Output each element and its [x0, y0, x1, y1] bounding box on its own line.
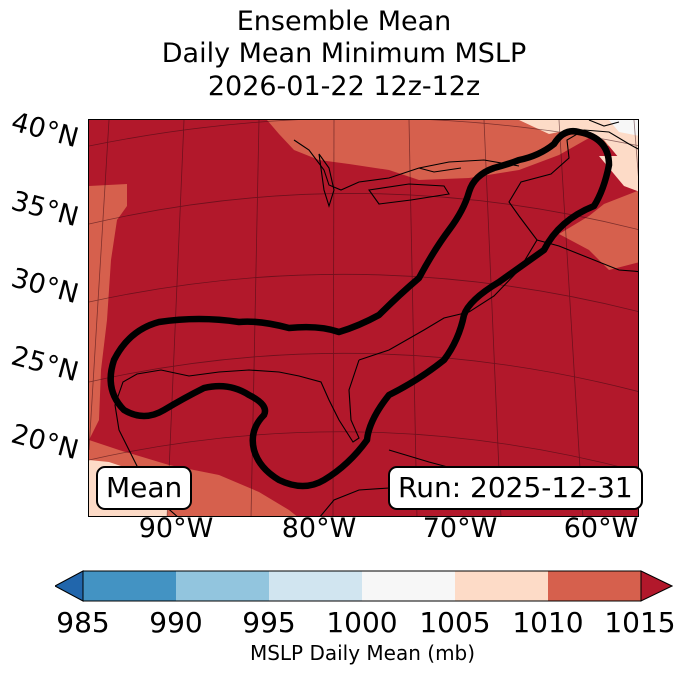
colorbar-segment-1005: [455, 571, 548, 601]
lat-label-30: 30°N: [7, 262, 82, 311]
lon-label-90w: 90°W: [138, 513, 214, 544]
title-line-3: 2026-01-22 12z-12z: [207, 71, 481, 102]
colorbar-tick-1005: 1005: [419, 606, 491, 639]
colorbar-segment-985: [83, 571, 176, 601]
lat-label-35: 35°N: [7, 185, 82, 234]
colorbar-tick-990: 990: [149, 606, 203, 639]
run-date-badge: Run: 2025-12-31: [388, 466, 643, 510]
mslp-band-1005: [519, 120, 638, 158]
colorbar-tick-1000: 1000: [326, 606, 398, 639]
mslp-band-1010: [267, 120, 638, 180]
title-line-1: Ensemble Mean: [236, 6, 452, 37]
colorbar-tick-985: 985: [56, 606, 110, 639]
colorbar-segment-1010: [548, 571, 641, 601]
colorbar-outline: [82, 570, 642, 602]
lon-label-70w: 70°W: [422, 513, 498, 544]
colorbar-segment-1000: [362, 571, 455, 601]
lat-label-20: 20°N: [7, 418, 82, 467]
colorbar-segment-990: [176, 571, 269, 601]
map-panel[interactable]: [88, 119, 639, 517]
colorbar-label: MSLP Daily Mean (mb): [249, 641, 476, 665]
colorbar: [55, 570, 673, 602]
colorbar-arrow-high: [640, 570, 673, 602]
mslp-band-1010-west: [89, 184, 127, 440]
colorbar-arrow-low: [55, 570, 84, 602]
colorbar-tick-1010: 1010: [512, 606, 584, 639]
mean-badge: Mean: [96, 466, 193, 510]
mslp-band-1000: [609, 120, 638, 136]
contour-icon: [107, 128, 613, 490]
mslp-band-1010-east: [559, 190, 638, 270]
colorbar-tick-995: 995: [242, 606, 296, 639]
colorbar-segment-995: [269, 571, 362, 601]
map-canvas: [89, 120, 638, 516]
lat-label-25: 25°N: [7, 340, 82, 389]
lon-label-60w: 60°W: [563, 513, 639, 544]
lat-label-40: 40°N: [7, 106, 82, 155]
colorbar-tick-1015: 1015: [604, 606, 676, 639]
title-line-2: Daily Mean Minimum MSLP: [161, 38, 527, 69]
lon-label-80w: 80°W: [281, 513, 357, 544]
